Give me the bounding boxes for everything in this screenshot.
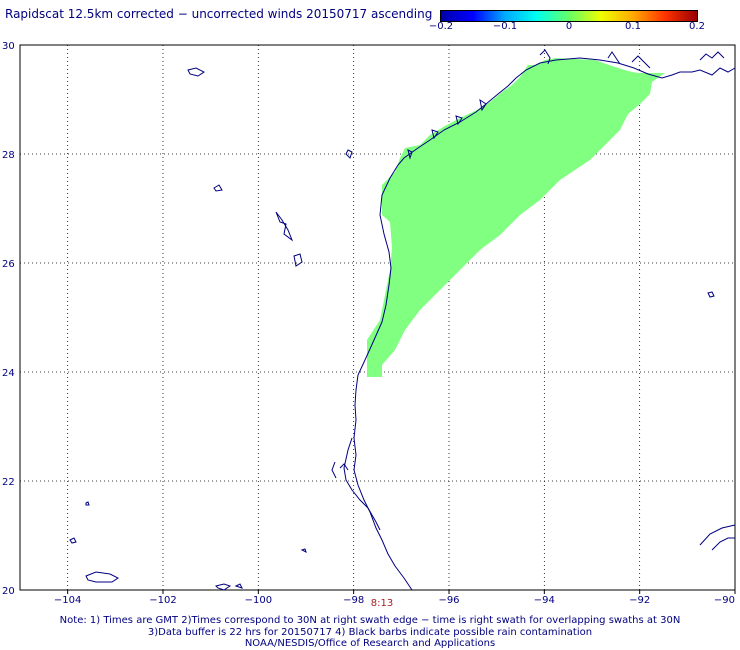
colorbar-tick-label: −0.1 [492, 21, 518, 32]
longitude-label: −98 [343, 595, 364, 606]
colorbar-tick-label: 0.2 [689, 21, 705, 32]
map-frame [19, 44, 736, 591]
footnotes: Note: 1) Times are GMT 2)Times correspon… [0, 615, 740, 650]
longitude-label: −102 [149, 595, 176, 606]
footnote-line-1: Note: 1) Times are GMT 2)Times correspon… [59, 615, 681, 626]
map-title: Rapidscat 12.5km corrected − uncorrected… [5, 7, 433, 21]
longitude-label: −96 [438, 595, 459, 606]
latitude-label: 24 [2, 368, 15, 379]
latitude-label: 28 [2, 150, 15, 161]
coastline [69, 49, 736, 591]
colorbar-tick-label: 0.1 [625, 21, 641, 32]
footnote-line-2: 3)Data buffer is 22 hrs for 20150717 4) … [147, 626, 593, 638]
colorbar [440, 10, 698, 22]
longitude-label: −92 [629, 595, 650, 606]
footnote-line-3: NOAA/NESDIS/Office of Research and Appli… [244, 638, 496, 649]
longitude-label: −94 [534, 595, 555, 606]
swath-time-label: 8:13 [371, 598, 393, 609]
colorbar-tick-label: 0 [565, 21, 573, 32]
swath-data-region [367, 58, 665, 377]
latitude-label: 26 [2, 259, 15, 270]
lat-lon-grid [20, 45, 735, 590]
longitude-label: −90 [714, 595, 735, 606]
longitude-label: −100 [245, 595, 272, 606]
latitude-label: 30 [2, 41, 15, 52]
longitude-label: −104 [54, 595, 81, 606]
latitude-label: 20 [2, 586, 15, 597]
latitude-label: 22 [2, 477, 15, 488]
colorbar-tick-label: −0.2 [428, 21, 454, 32]
